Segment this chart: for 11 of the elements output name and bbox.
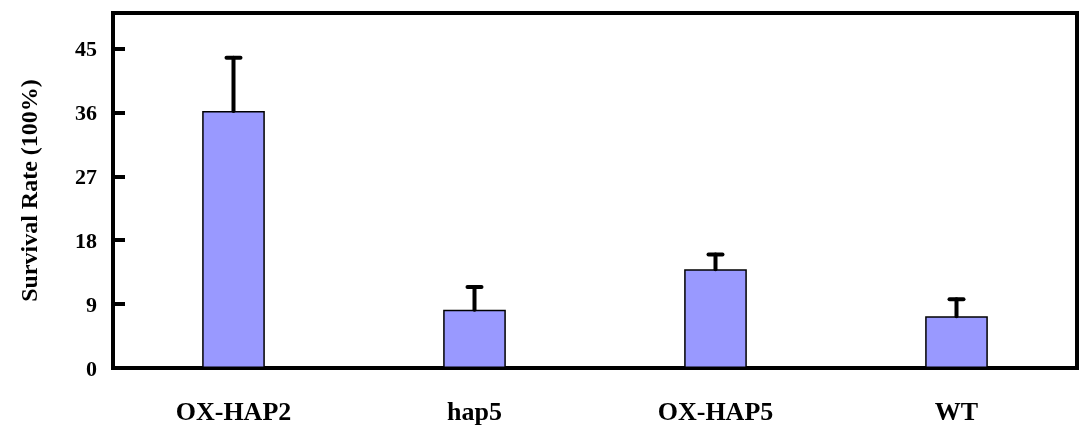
y-axis-title: Survival Rate (100%) xyxy=(16,79,42,302)
x-tick-label: WT xyxy=(934,396,979,426)
x-tick-label: OX-HAP5 xyxy=(657,396,774,426)
y-tick-label: 18 xyxy=(75,227,97,253)
y-tick-label: 27 xyxy=(75,163,97,189)
y-tick-label: 9 xyxy=(86,291,97,317)
y-tick-label: 45 xyxy=(75,36,97,61)
y-tick-label: 0 xyxy=(86,355,97,381)
y-tick-label: 36 xyxy=(75,99,97,125)
x-tick-label: OX-HAP2 xyxy=(175,396,292,426)
x-tick-label: hap5 xyxy=(447,396,502,426)
